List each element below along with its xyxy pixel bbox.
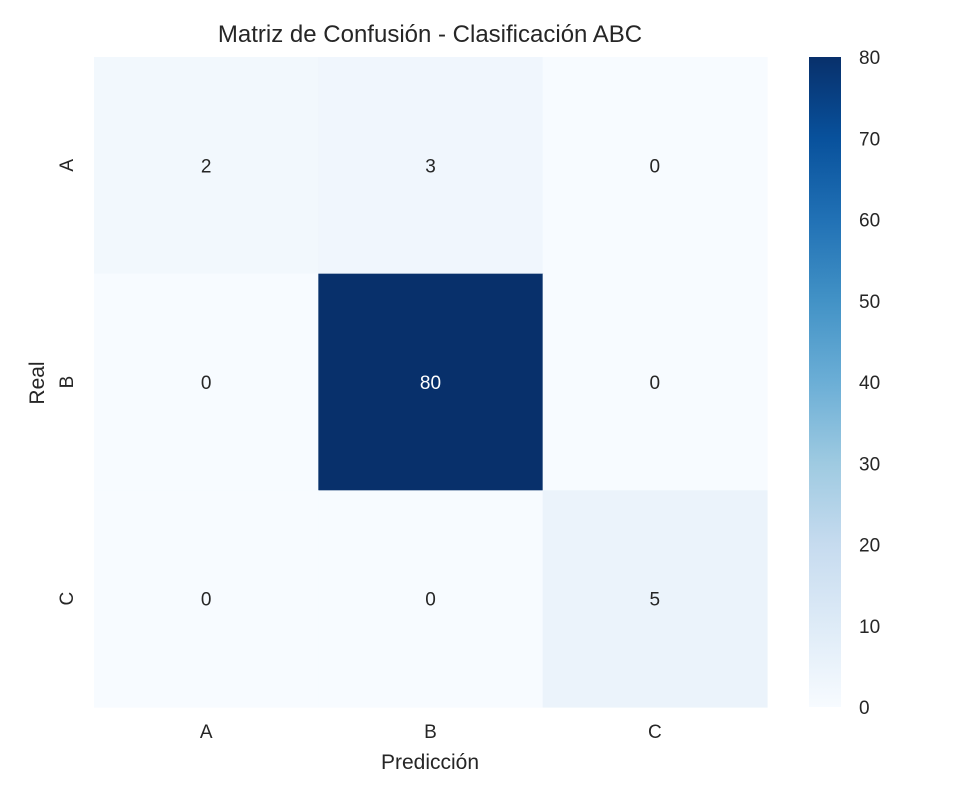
cell-value-label: 80 [420, 373, 441, 394]
heatmap-cell [542, 57, 768, 275]
colorbar-tick-label: 10 [859, 617, 880, 638]
colorbar-tick-label: 30 [859, 454, 880, 475]
heatmap-cell [94, 490, 319, 708]
heatmap-cell [542, 273, 768, 491]
chart-title: Matriz de Confusión - Clasificación ABC [218, 21, 642, 48]
colorbar-tick-label: 40 [859, 373, 880, 394]
heatmap-cell [318, 490, 544, 708]
colorbar-tick-label: 80 [859, 48, 880, 69]
colorbar-tick-label: 20 [859, 536, 880, 557]
y-tick-label: A [57, 159, 78, 172]
y-tick-label: B [57, 376, 78, 389]
colorbar-tick-label: 70 [859, 129, 880, 150]
colorbar [809, 57, 841, 707]
cell-value-label: 3 [425, 156, 436, 177]
heatmap-cell [542, 490, 768, 708]
cell-value-label: 0 [201, 590, 212, 611]
x-tick-label: B [424, 722, 437, 743]
colorbar-ticks: 0 10 20 30 40 50 60 70 80 [859, 48, 880, 719]
heatmap-cell [94, 273, 319, 491]
colorbar-tick-label: 0 [859, 698, 870, 719]
y-axis-label: Real [26, 361, 49, 404]
heatmap-cell [94, 57, 319, 275]
y-tick-label: C [57, 592, 78, 606]
x-tick-label: A [200, 722, 213, 743]
colorbar-gradient [809, 57, 841, 707]
x-tick-label: C [648, 722, 662, 743]
cell-value-label: 0 [650, 156, 661, 177]
x-axis-ticks: A B C [200, 722, 662, 743]
y-axis-ticks: A B C [57, 159, 78, 606]
heatmap-cell [318, 57, 544, 275]
heatmap-cell [318, 273, 544, 491]
cell-value-label: 2 [201, 156, 212, 177]
x-axis-label: Predicción [381, 751, 479, 774]
cell-value-label: 0 [201, 373, 212, 394]
colorbar-tick-label: 60 [859, 211, 880, 232]
heatmap-grid: 2 3 0 0 80 0 0 0 5 [94, 57, 768, 708]
cell-value-label: 0 [650, 373, 661, 394]
cell-value-label: 5 [650, 590, 661, 611]
cell-value-label: 0 [425, 590, 436, 611]
colorbar-tick-label: 50 [859, 292, 880, 313]
